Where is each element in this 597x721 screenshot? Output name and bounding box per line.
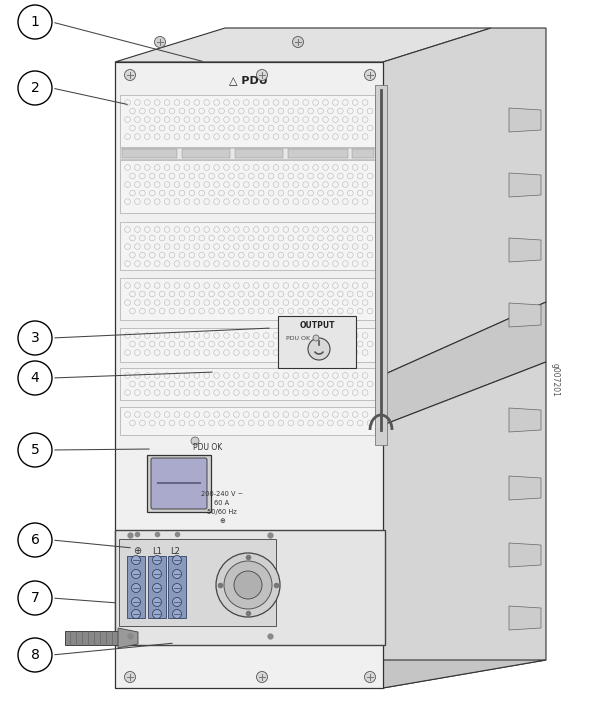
Circle shape bbox=[131, 555, 140, 565]
Text: 8: 8 bbox=[30, 648, 39, 662]
Text: g007201: g007201 bbox=[550, 363, 559, 397]
Circle shape bbox=[131, 598, 140, 606]
Circle shape bbox=[173, 598, 181, 606]
Circle shape bbox=[216, 553, 280, 617]
Text: L2: L2 bbox=[170, 547, 180, 555]
Circle shape bbox=[18, 581, 52, 615]
FancyBboxPatch shape bbox=[120, 328, 375, 362]
Text: 5: 5 bbox=[30, 443, 39, 457]
Circle shape bbox=[18, 321, 52, 355]
FancyBboxPatch shape bbox=[120, 148, 375, 159]
Text: △ PDU: △ PDU bbox=[229, 75, 267, 85]
Circle shape bbox=[131, 570, 140, 578]
FancyBboxPatch shape bbox=[120, 278, 375, 320]
Polygon shape bbox=[115, 28, 491, 62]
Polygon shape bbox=[118, 628, 138, 648]
FancyBboxPatch shape bbox=[120, 222, 375, 270]
FancyBboxPatch shape bbox=[127, 556, 145, 618]
Text: PDU OK: PDU OK bbox=[193, 443, 223, 453]
Circle shape bbox=[234, 571, 262, 599]
FancyBboxPatch shape bbox=[375, 85, 387, 445]
Text: 50/60 Hz: 50/60 Hz bbox=[207, 509, 237, 515]
Polygon shape bbox=[509, 476, 541, 500]
Circle shape bbox=[18, 361, 52, 395]
FancyBboxPatch shape bbox=[288, 149, 348, 158]
Circle shape bbox=[152, 555, 162, 565]
Circle shape bbox=[152, 598, 162, 606]
Circle shape bbox=[173, 555, 181, 565]
Text: 6: 6 bbox=[30, 533, 39, 547]
Circle shape bbox=[308, 338, 330, 360]
FancyBboxPatch shape bbox=[148, 556, 166, 618]
FancyBboxPatch shape bbox=[120, 95, 375, 147]
Circle shape bbox=[125, 671, 136, 683]
Circle shape bbox=[18, 5, 52, 39]
Text: 4: 4 bbox=[30, 371, 39, 385]
FancyBboxPatch shape bbox=[147, 455, 211, 512]
Polygon shape bbox=[509, 303, 541, 327]
FancyBboxPatch shape bbox=[120, 160, 375, 213]
Circle shape bbox=[18, 638, 52, 672]
Text: 1: 1 bbox=[30, 15, 39, 29]
Text: ⊕: ⊕ bbox=[133, 546, 141, 556]
Polygon shape bbox=[509, 108, 541, 132]
Polygon shape bbox=[383, 28, 546, 375]
Text: OUTPUT: OUTPUT bbox=[299, 321, 335, 329]
Text: 3: 3 bbox=[30, 331, 39, 345]
Circle shape bbox=[18, 433, 52, 467]
Circle shape bbox=[152, 609, 162, 619]
Polygon shape bbox=[383, 302, 546, 425]
Circle shape bbox=[125, 69, 136, 81]
Text: L1: L1 bbox=[152, 547, 162, 555]
FancyBboxPatch shape bbox=[119, 539, 276, 626]
Circle shape bbox=[293, 37, 303, 48]
Polygon shape bbox=[115, 660, 546, 688]
Circle shape bbox=[191, 437, 199, 445]
FancyBboxPatch shape bbox=[151, 458, 207, 509]
Polygon shape bbox=[509, 543, 541, 567]
FancyBboxPatch shape bbox=[352, 149, 374, 158]
FancyBboxPatch shape bbox=[120, 368, 375, 400]
Polygon shape bbox=[509, 238, 541, 262]
Polygon shape bbox=[509, 408, 541, 432]
FancyBboxPatch shape bbox=[122, 149, 177, 158]
Circle shape bbox=[131, 609, 140, 619]
FancyBboxPatch shape bbox=[235, 149, 283, 158]
Circle shape bbox=[365, 671, 376, 683]
FancyBboxPatch shape bbox=[115, 530, 385, 645]
FancyBboxPatch shape bbox=[182, 149, 230, 158]
Circle shape bbox=[365, 69, 376, 81]
FancyBboxPatch shape bbox=[120, 407, 375, 435]
Text: 200-240 V ~: 200-240 V ~ bbox=[201, 491, 243, 497]
Text: 60 A: 60 A bbox=[214, 500, 230, 506]
Circle shape bbox=[257, 671, 267, 683]
Text: PDU OK: PDU OK bbox=[286, 335, 310, 340]
Circle shape bbox=[18, 71, 52, 105]
Circle shape bbox=[173, 609, 181, 619]
FancyBboxPatch shape bbox=[168, 556, 186, 618]
Polygon shape bbox=[115, 62, 383, 688]
FancyBboxPatch shape bbox=[278, 316, 356, 368]
Text: ⊕: ⊕ bbox=[219, 518, 225, 524]
Polygon shape bbox=[509, 173, 541, 197]
Circle shape bbox=[257, 69, 267, 81]
Circle shape bbox=[224, 561, 272, 609]
Circle shape bbox=[152, 570, 162, 578]
Circle shape bbox=[173, 570, 181, 578]
Circle shape bbox=[313, 335, 319, 341]
Polygon shape bbox=[509, 606, 541, 630]
Text: 7: 7 bbox=[30, 591, 39, 605]
Circle shape bbox=[152, 583, 162, 593]
Circle shape bbox=[18, 523, 52, 557]
Circle shape bbox=[131, 583, 140, 593]
FancyBboxPatch shape bbox=[65, 631, 123, 645]
Circle shape bbox=[173, 583, 181, 593]
Circle shape bbox=[155, 37, 165, 48]
Polygon shape bbox=[383, 362, 546, 688]
Text: 2: 2 bbox=[30, 81, 39, 95]
